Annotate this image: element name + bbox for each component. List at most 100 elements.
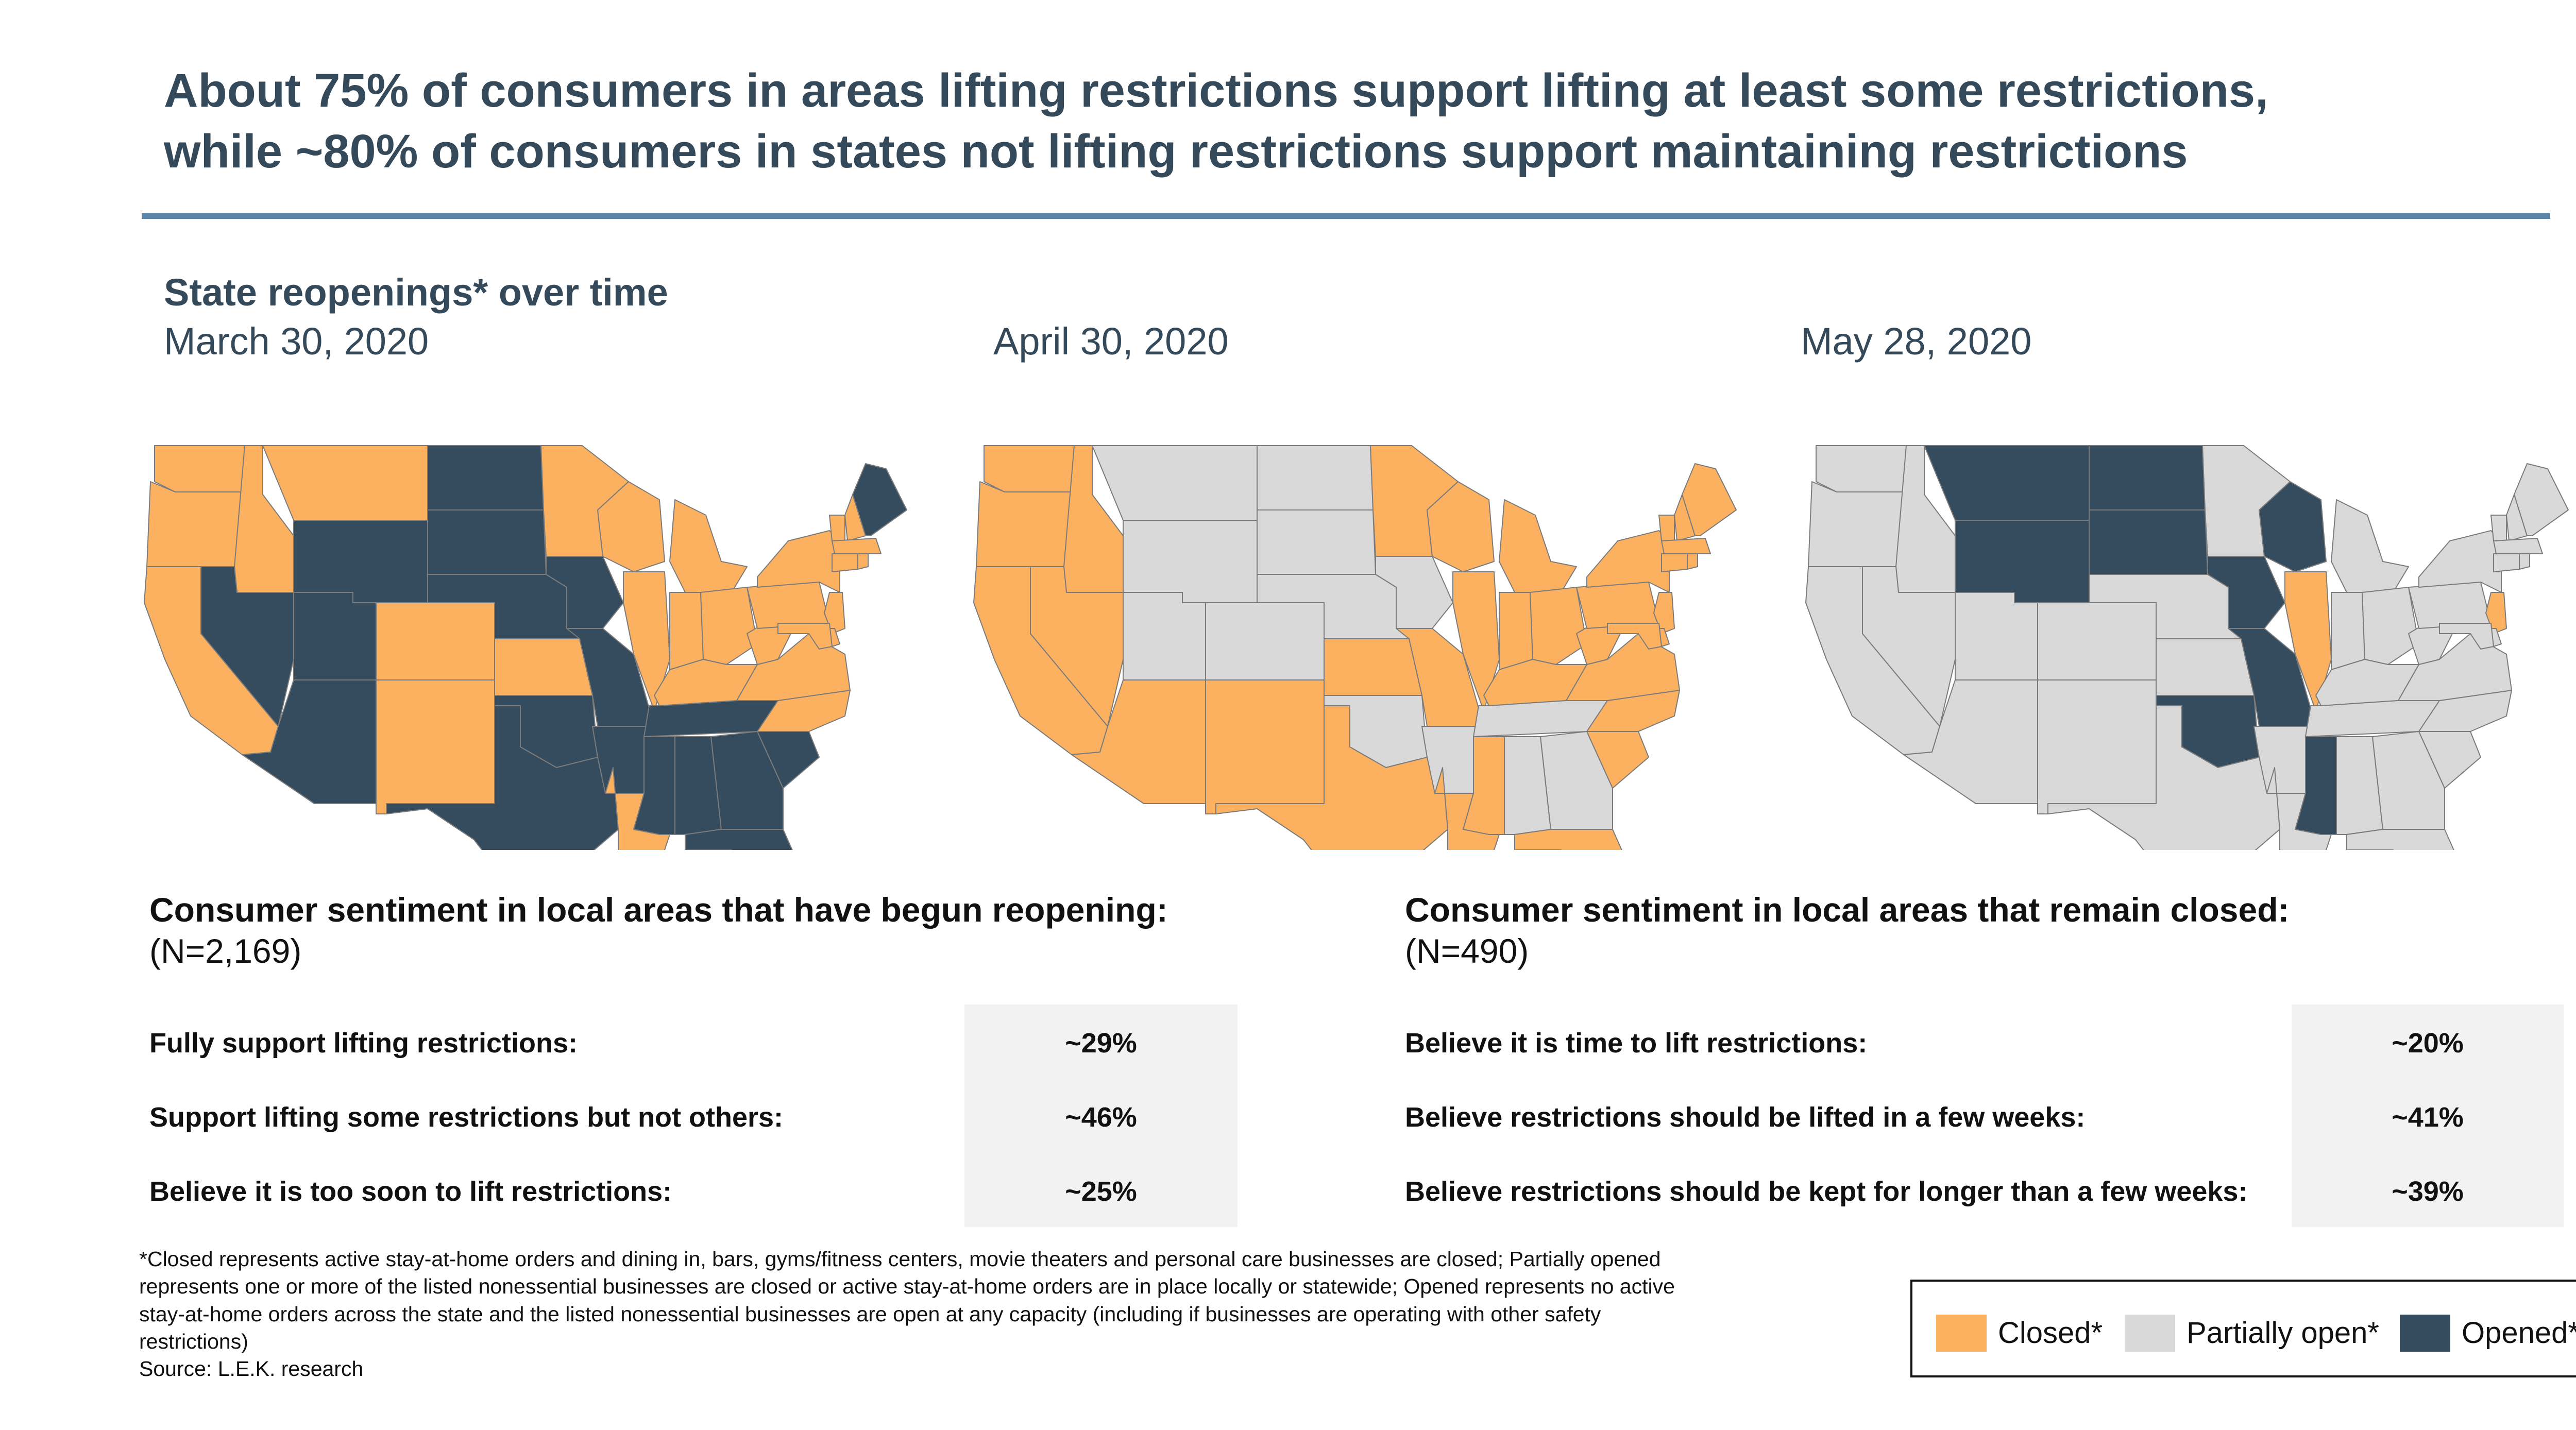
state-mi — [669, 499, 748, 593]
state-in — [2331, 592, 2365, 670]
state-ga — [1540, 731, 1613, 830]
state-wa — [984, 445, 1075, 492]
state-co — [2037, 602, 2157, 680]
state-me — [1682, 463, 1737, 536]
state-wi — [1427, 481, 1495, 572]
state-md — [1607, 623, 1662, 650]
headline-line-1: About 75% of consumers in areas lifting … — [164, 64, 2268, 117]
state-wa — [1816, 445, 1907, 492]
closed-panel-title: Consumer sentiment in local areas that r… — [1405, 891, 2290, 929]
headline-line-2: while ~80% of consumers in states not li… — [164, 125, 2188, 178]
footnote: *Closed represents active stay-at-home o… — [139, 1246, 1850, 1383]
closed-row-value-3: ~39% — [2392, 1176, 2464, 1207]
state-oh — [2362, 587, 2419, 665]
footnote-line-1: *Closed represents active stay-at-home o… — [139, 1247, 1661, 1271]
closed-panel-n: (N=490) — [1405, 932, 1529, 970]
footnote-line-3: stay-at-home orders across the state and… — [139, 1302, 1601, 1326]
closed-values-box — [2292, 1005, 2564, 1227]
state-mt — [1092, 445, 1258, 521]
state-or — [1808, 481, 1907, 567]
state-ks — [494, 638, 593, 696]
state-ut — [1123, 592, 1206, 680]
state-nd — [1257, 445, 1374, 510]
state-nd — [2089, 445, 2206, 510]
state-fl — [685, 829, 793, 850]
legend-label-opened: Opened* — [2462, 1316, 2576, 1350]
reopening-row-label-3: Believe it is too soon to lift restricti… — [149, 1176, 672, 1207]
state-ut — [1955, 592, 2038, 680]
state-mt — [1924, 445, 2090, 521]
legend-swatch-opened — [2400, 1315, 2450, 1352]
state-az — [242, 679, 377, 804]
state-co — [1205, 602, 1325, 680]
reopening-row-value-1: ~29% — [1065, 1028, 1137, 1059]
map-date-3: May 28, 2020 — [1801, 320, 2032, 363]
state-wa — [154, 445, 245, 492]
state-ri — [857, 553, 869, 570]
state-ri — [2519, 553, 2530, 570]
header-divider — [142, 213, 2550, 219]
state-mt — [262, 445, 428, 521]
state-wi — [2259, 481, 2327, 572]
state-vt — [1658, 515, 1675, 541]
state-oh — [700, 587, 758, 665]
legend-label-partially-open: Partially open* — [2187, 1316, 2379, 1350]
state-ri — [1687, 553, 1698, 570]
state-mi — [1499, 499, 1577, 593]
legend-swatch-closed — [1936, 1315, 1987, 1352]
state-va — [1566, 633, 1680, 701]
state-ct — [832, 553, 858, 572]
state-az — [1903, 679, 2038, 804]
state-tx — [386, 705, 619, 850]
state-wy — [293, 520, 428, 603]
state-ma — [832, 538, 882, 554]
section-title: State reopenings* over time — [164, 271, 668, 314]
state-sd — [427, 509, 547, 575]
state-nd — [427, 445, 544, 510]
reopening-row-value-2: ~46% — [1065, 1102, 1137, 1133]
state-sd — [2089, 509, 2208, 575]
closed-row-value-2: ~41% — [2392, 1102, 2464, 1133]
state-ut — [293, 592, 377, 680]
reopening-panel-n: (N=2,169) — [149, 932, 302, 970]
state-me — [852, 463, 907, 536]
headline: About 75% of consumers in areas lifting … — [164, 61, 2576, 182]
state-ct — [2493, 553, 2520, 572]
closed-row-label-3: Believe restrictions should be kept for … — [1405, 1176, 2248, 1207]
state-vt — [2490, 515, 2507, 541]
state-nm — [1205, 679, 1325, 814]
reopening-panel-title: Consumer sentiment in local areas that h… — [149, 891, 1168, 929]
state-pa — [2408, 582, 2492, 629]
state-oh — [1530, 587, 1587, 665]
state-mi — [2331, 499, 2409, 593]
legend-label-closed: Closed* — [1998, 1316, 2103, 1350]
footnote-line-2: represents one or more of the listed non… — [139, 1274, 1675, 1299]
reopening-row-label-1: Fully support lifting restrictions: — [149, 1028, 578, 1059]
state-or — [976, 481, 1075, 567]
state-co — [376, 602, 495, 680]
state-sd — [1257, 509, 1376, 575]
state-md — [2439, 623, 2494, 650]
us-map-march-30 — [144, 445, 907, 850]
state-ct — [1661, 553, 1688, 572]
state-ny — [757, 530, 840, 593]
state-ma — [2493, 538, 2543, 554]
state-ny — [1586, 530, 1670, 593]
state-nm — [2037, 679, 2157, 814]
state-az — [1071, 679, 1206, 804]
us-map-april-30 — [973, 445, 1737, 850]
state-wy — [1123, 520, 1258, 603]
state-in — [1499, 592, 1533, 670]
state-wi — [597, 481, 665, 572]
state-nm — [376, 679, 495, 814]
us-map-may-28 — [1805, 445, 2569, 850]
footnote-line-4: restrictions) — [139, 1329, 248, 1353]
state-tx — [2047, 705, 2280, 850]
reopening-row-label-2: Support lifting some restrictions but no… — [149, 1102, 784, 1133]
state-md — [777, 623, 833, 650]
state-ma — [1661, 538, 1711, 554]
state-ny — [2418, 530, 2502, 593]
state-ga — [710, 731, 784, 830]
state-pa — [1576, 582, 1659, 629]
state-tx — [1215, 705, 1448, 850]
